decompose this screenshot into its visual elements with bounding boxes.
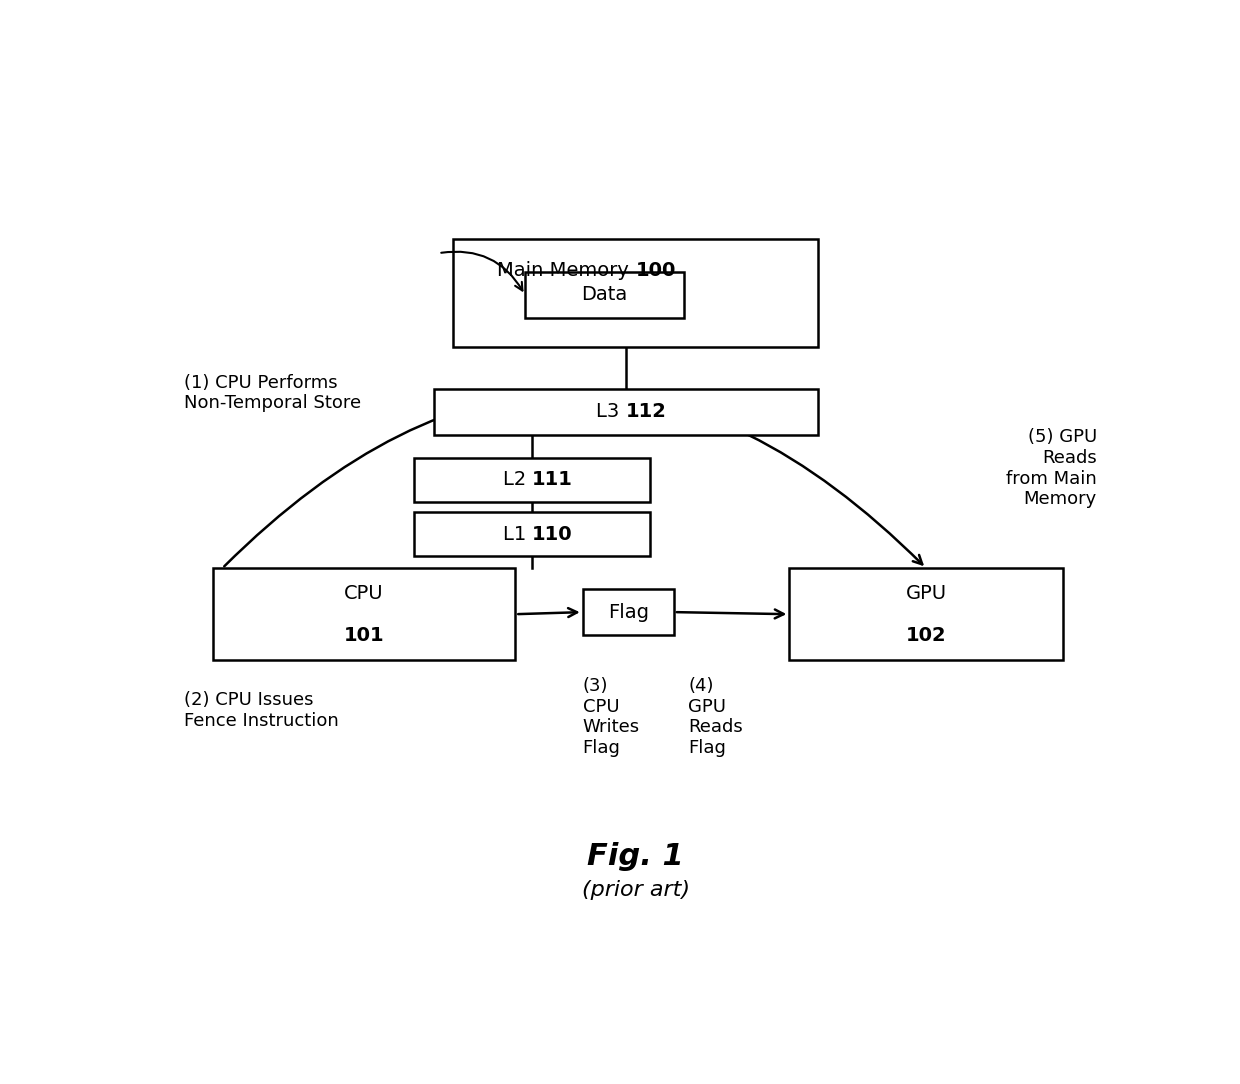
Text: Main Memory: Main Memory — [497, 261, 635, 280]
FancyBboxPatch shape — [414, 459, 650, 502]
Text: Flag: Flag — [608, 603, 649, 621]
FancyBboxPatch shape — [453, 238, 818, 347]
Text: 101: 101 — [343, 625, 384, 645]
Text: 100: 100 — [635, 261, 676, 280]
Text: 102: 102 — [906, 625, 946, 645]
FancyBboxPatch shape — [789, 568, 1063, 660]
FancyBboxPatch shape — [583, 590, 675, 635]
Text: (prior art): (prior art) — [582, 879, 689, 900]
FancyBboxPatch shape — [414, 513, 650, 556]
FancyBboxPatch shape — [434, 389, 818, 435]
Text: L2: L2 — [502, 470, 532, 489]
Text: Fig. 1: Fig. 1 — [587, 842, 684, 870]
FancyBboxPatch shape — [525, 272, 683, 318]
Text: 112: 112 — [626, 402, 667, 422]
Text: L3: L3 — [596, 402, 626, 422]
Text: CPU: CPU — [345, 584, 384, 603]
Text: 111: 111 — [532, 470, 573, 489]
Text: (5) GPU
Reads
from Main
Memory: (5) GPU Reads from Main Memory — [1006, 428, 1096, 508]
Text: (1) CPU Performs
Non-Temporal Store: (1) CPU Performs Non-Temporal Store — [184, 374, 361, 412]
Text: (2) CPU Issues
Fence Instruction: (2) CPU Issues Fence Instruction — [184, 691, 339, 730]
Text: GPU: GPU — [905, 584, 947, 603]
Text: 110: 110 — [532, 525, 573, 543]
Text: (4)
GPU
Reads
Flag: (4) GPU Reads Flag — [688, 676, 743, 758]
FancyBboxPatch shape — [213, 568, 516, 660]
Text: L1: L1 — [502, 525, 532, 543]
Text: Data: Data — [582, 285, 627, 305]
Text: (3)
CPU
Writes
Flag: (3) CPU Writes Flag — [583, 676, 640, 758]
